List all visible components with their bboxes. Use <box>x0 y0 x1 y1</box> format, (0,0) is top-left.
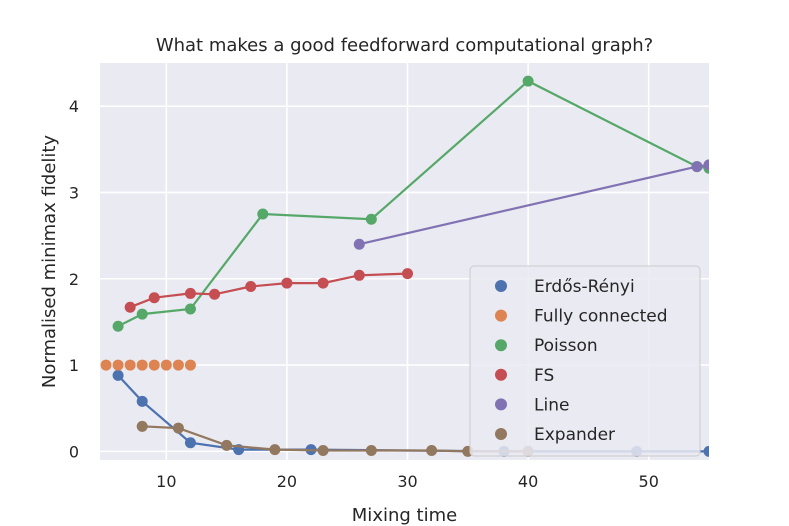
x-axis-label: Mixing time <box>352 505 457 526</box>
data-point <box>136 395 148 407</box>
y-tick-label: 3 <box>69 183 79 202</box>
data-point <box>124 301 136 313</box>
legend-marker <box>495 309 507 322</box>
y-tick-label: 2 <box>69 270 79 289</box>
chart-title: What makes a good feedforward computatio… <box>156 35 653 56</box>
legend-marker <box>495 339 507 352</box>
data-point <box>221 439 233 451</box>
y-axis-label: Normalised minimax fidelity <box>39 135 60 389</box>
data-point <box>112 359 124 371</box>
data-point <box>136 359 148 371</box>
x-tick-label: 20 <box>277 472 297 491</box>
legend-marker <box>495 428 507 440</box>
legend-marker <box>495 368 507 381</box>
data-point <box>257 208 269 220</box>
series-fully-connected <box>100 359 196 371</box>
legend-frame <box>469 265 701 457</box>
series-poisson <box>112 75 709 332</box>
legend-marker <box>495 280 507 292</box>
legend-item: Poisson <box>495 336 598 356</box>
y-tick-label: 0 <box>69 442 79 461</box>
x-tick-label: 10 <box>156 472 176 491</box>
data-point <box>112 369 124 381</box>
series-fs <box>124 268 414 313</box>
data-point <box>184 287 196 299</box>
data-point <box>269 444 281 456</box>
data-point <box>184 359 196 371</box>
x-tick-label: 40 <box>518 472 538 491</box>
data-point <box>172 422 184 434</box>
data-point <box>209 288 221 300</box>
data-point <box>124 359 136 371</box>
data-point <box>365 213 377 225</box>
data-point <box>353 238 365 250</box>
data-point <box>691 161 703 173</box>
data-point <box>172 359 184 371</box>
data-point <box>148 292 160 304</box>
data-point <box>426 445 438 457</box>
legend-item: Fully connected <box>495 307 668 327</box>
legend-item: Erdős-Rényi <box>495 277 635 297</box>
data-point <box>136 308 148 320</box>
data-point <box>281 277 293 289</box>
data-point <box>703 159 709 171</box>
data-point <box>136 420 148 432</box>
series-line <box>117 79 709 328</box>
data-point <box>353 269 365 281</box>
data-point <box>317 445 329 457</box>
legend-item: Expander <box>495 425 615 445</box>
data-point <box>184 303 196 315</box>
data-point <box>522 75 534 87</box>
legend-label: Line <box>534 395 569 415</box>
series-line <box>353 159 709 250</box>
x-tick-label: 50 <box>639 472 659 491</box>
data-point <box>703 445 709 457</box>
legend-marker <box>495 398 507 411</box>
x-tick-label: 30 <box>397 472 417 491</box>
legend-label: Poisson <box>534 336 598 356</box>
data-point <box>160 359 172 371</box>
data-point <box>402 268 414 280</box>
data-point <box>317 277 329 289</box>
data-point <box>112 320 124 332</box>
x-axis: 10 20 30 40 50 <box>156 472 659 491</box>
legend: Erdős-Rényi Fully connected Poisson FS Line E… <box>469 265 701 457</box>
data-point <box>245 281 257 293</box>
data-point <box>365 445 377 457</box>
legend-label: Fully connected <box>534 307 668 327</box>
legend-label: Erdős-Rényi <box>534 277 635 297</box>
data-point <box>100 359 112 371</box>
legend-item: FS <box>495 366 554 386</box>
y-tick-label: 1 <box>69 356 79 375</box>
data-point <box>184 437 196 449</box>
y-tick-label: 4 <box>69 97 79 116</box>
legend-label: Expander <box>534 425 615 445</box>
y-axis: 0 1 2 3 4 <box>69 97 79 461</box>
legend-item: Line <box>495 395 569 415</box>
data-point <box>148 359 160 371</box>
legend-label: FS <box>534 366 554 386</box>
